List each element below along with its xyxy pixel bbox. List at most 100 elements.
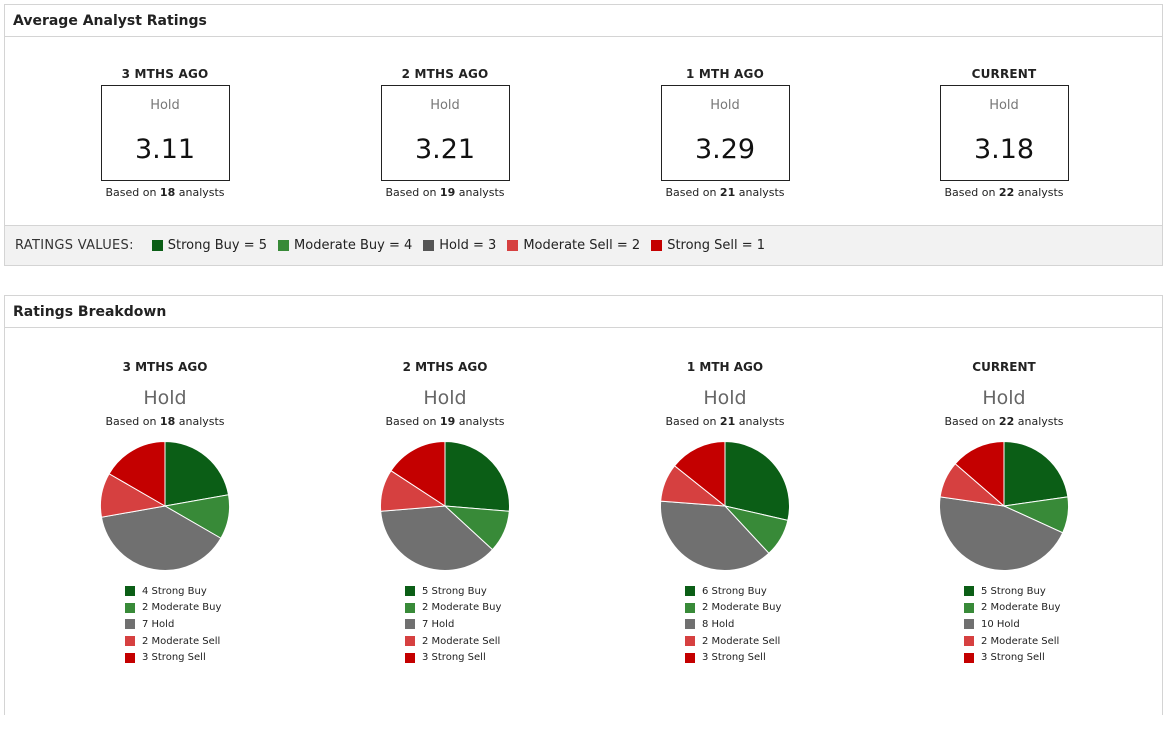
legend-label: 5 Strong Buy: [981, 585, 1046, 597]
legend-label: 3 Strong Sell: [422, 652, 486, 664]
legend-label: 2 Moderate Buy: [981, 602, 1061, 614]
rating-label: Hold: [143, 387, 187, 409]
analyst-count-text: Based on 21 analysts: [665, 415, 785, 428]
rating-value: 3.21: [414, 134, 476, 165]
strong-sell-swatch: [405, 652, 415, 663]
avg-period-1m: 1 MTH AGO Hold 3.29 Based on 21 analysts: [605, 67, 845, 199]
pie-slice-hold: [380, 505, 494, 571]
pie-slice-hold: [100, 505, 222, 571]
period-label: 3 MTHS AGO: [121, 67, 209, 81]
analyst-count-text: Based on 19 analysts: [385, 186, 505, 199]
legend-item-hold: 10 Hold: [964, 616, 1064, 633]
legend-strong-buy: Strong Buy = 5: [151, 238, 267, 253]
legend-hold: Hold = 3: [423, 238, 496, 253]
pie-slice-strong-sell: [108, 440, 166, 507]
moderate-sell-swatch: [507, 240, 519, 251]
ratings-breakdown-title: Ratings Breakdown: [5, 296, 1162, 328]
pie-legend: 5 Strong Buy 2 Moderate Buy 7 Hold 2 Modera…: [405, 583, 505, 666]
period-label: 1 MTH AGO: [685, 67, 764, 81]
period-label: 3 MTHS AGO: [122, 360, 208, 374]
moderate-sell-swatch: [964, 636, 974, 647]
period-label: 1 MTH AGO: [686, 360, 764, 374]
pie-slice-strong-buy: [444, 440, 510, 512]
rating-value: 3.29: [694, 134, 756, 165]
breakdown-col-3: CURRENT Hold Based on 22 analysts 5 Stro…: [884, 360, 1124, 666]
hold-swatch: [423, 240, 435, 251]
strong-sell-swatch: [125, 652, 135, 663]
legend-label: 10 Hold: [981, 618, 1020, 630]
legend-strong-sell: Strong Sell = 1: [651, 238, 765, 253]
rating-box: Hold 3.21: [380, 85, 510, 181]
pie-chart: [380, 440, 510, 571]
legend-label: 3 Strong Sell: [981, 652, 1045, 664]
legend-item-strong-sell: 3 Strong Sell: [405, 649, 505, 666]
analyst-count-text: Based on 21 analysts: [665, 186, 785, 199]
rating-label: Hold: [982, 387, 1026, 409]
average-ratings-panel: Average Analyst Ratings 3 MTHS AGO Hold …: [4, 4, 1163, 266]
legend-item-moderate-sell: 2 Moderate Sell: [685, 633, 785, 650]
legend-label: 2 Moderate Buy: [422, 602, 502, 614]
legend-item-moderate-buy: 2 Moderate Buy: [964, 600, 1064, 617]
legend-label: 3 Strong Sell: [142, 652, 206, 664]
legend-item-strong-sell: 3 Strong Sell: [125, 649, 225, 666]
legend-item-hold: 7 Hold: [125, 616, 225, 633]
strong-sell-swatch: [685, 652, 695, 663]
legend-item-strong-buy: 5 Strong Buy: [964, 583, 1064, 600]
moderate-buy-swatch: [125, 602, 135, 613]
legend-item-strong-buy: 5 Strong Buy: [405, 583, 505, 600]
ratings-breakdown-panel: Ratings Breakdown 3 MTHS AGO Hold Based …: [4, 295, 1163, 715]
rating-label: Hold: [710, 98, 740, 113]
hold-swatch: [405, 619, 415, 630]
hold-swatch: [125, 619, 135, 630]
breakdown-col-1: 2 MTHS AGO Hold Based on 19 analysts 5 S…: [325, 360, 565, 666]
legend-item-strong-buy: 6 Strong Buy: [685, 583, 785, 600]
rating-label: Hold: [989, 98, 1019, 113]
avg-period-2m: 2 MTHS AGO Hold 3.21 Based on 19 analyst…: [325, 67, 565, 199]
legend-label: 2 Moderate Sell: [702, 635, 781, 647]
legend-label: 8 Hold: [702, 618, 735, 630]
rating-box: Hold 3.18: [939, 85, 1069, 181]
legend-item-hold: 8 Hold: [685, 616, 785, 633]
rating-label: Hold: [423, 387, 467, 409]
legend-label: 2 Moderate Buy: [702, 602, 782, 614]
ratings-values-title: RATINGS VALUES:: [15, 238, 134, 253]
strong-buy-swatch: [685, 586, 695, 597]
strong-sell-swatch: [651, 240, 663, 251]
moderate-buy-swatch: [278, 240, 290, 251]
pie-slice-strong-buy: [164, 440, 230, 507]
moderate-buy-swatch: [964, 602, 974, 613]
rating-value: 3.18: [973, 134, 1035, 165]
avg-period-3m: 3 MTHS AGO Hold 3.11 Based on 18 analyst…: [45, 67, 285, 199]
legend-label: 2 Moderate Sell: [422, 635, 501, 647]
analyst-count-text: Based on 18 analysts: [105, 415, 225, 428]
legend-item-strong-buy: 4 Strong Buy: [125, 583, 225, 600]
legend-item-moderate-sell: 2 Moderate Sell: [964, 633, 1064, 650]
breakdown-col-2: 1 MTH AGO Hold Based on 21 analysts 6 St…: [605, 360, 845, 666]
breakdown-col-0: 3 MTHS AGO Hold Based on 18 analysts 4 S…: [45, 360, 285, 666]
period-label: 2 MTHS AGO: [401, 67, 489, 81]
pie-slice-strong-buy: [724, 440, 790, 521]
rating-box: Hold 3.11: [100, 85, 230, 181]
period-label: CURRENT: [971, 67, 1037, 81]
moderate-sell-swatch: [685, 636, 695, 647]
pie-slice-strong-sell: [954, 440, 1005, 508]
legend-moderate-buy: Moderate Buy = 4: [278, 238, 412, 253]
strong-buy-swatch: [964, 586, 974, 597]
analyst-count-text: Based on 22 analysts: [944, 186, 1064, 199]
pie-slice-strong-sell: [390, 440, 446, 507]
legend-item-moderate-sell: 2 Moderate Sell: [125, 633, 225, 650]
strong-buy-swatch: [125, 586, 135, 597]
analyst-count-text: Based on 18 analysts: [105, 186, 225, 199]
legend-item-moderate-buy: 2 Moderate Buy: [125, 600, 225, 617]
analyst-count-text: Based on 19 analysts: [385, 415, 505, 428]
rating-label: Hold: [430, 98, 460, 113]
rating-label: Hold: [150, 98, 180, 113]
legend-label: 6 Strong Buy: [702, 585, 767, 597]
pie-legend: 4 Strong Buy 2 Moderate Buy 7 Hold 2 Modera…: [125, 583, 225, 666]
legend-label: 4 Strong Buy: [142, 585, 207, 597]
rating-value: 3.11: [134, 134, 196, 165]
legend-item-moderate-sell: 2 Moderate Sell: [405, 633, 505, 650]
legend-label: 7 Hold: [422, 618, 455, 630]
legend-label: 3 Strong Sell: [702, 652, 766, 664]
ratings-values-legend: RATINGS VALUES: Strong Buy = 5 Moderate …: [5, 225, 1162, 265]
